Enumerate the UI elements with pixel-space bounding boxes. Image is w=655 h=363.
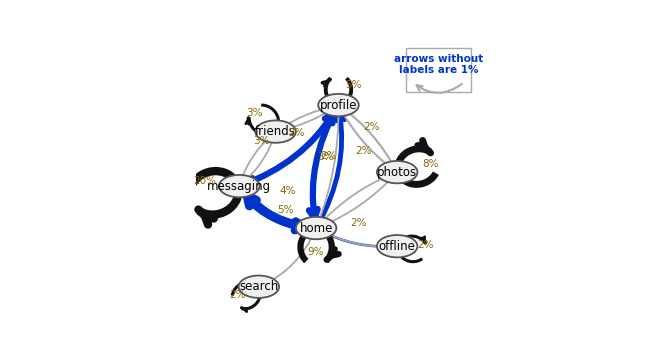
Text: 3%: 3% [246, 109, 263, 118]
Text: 2%: 2% [350, 218, 366, 228]
Text: 5%: 5% [277, 205, 293, 215]
Ellipse shape [238, 276, 279, 298]
Text: 8%: 8% [422, 159, 439, 169]
Text: 5%: 5% [346, 81, 362, 90]
Text: labels are 1%: labels are 1% [399, 65, 478, 74]
Text: photos: photos [377, 166, 417, 179]
Ellipse shape [296, 217, 337, 239]
Ellipse shape [219, 175, 259, 197]
Text: friends: friends [255, 125, 296, 138]
Text: messaging: messaging [207, 180, 271, 193]
Text: home: home [299, 221, 333, 234]
Ellipse shape [318, 94, 359, 116]
Text: 9%: 9% [308, 247, 324, 257]
Text: offline: offline [379, 240, 416, 253]
Text: 20%: 20% [193, 176, 215, 185]
Text: 2%: 2% [417, 240, 434, 250]
Text: 4%: 4% [279, 186, 296, 196]
Text: 3%: 3% [253, 135, 269, 146]
Ellipse shape [377, 161, 417, 183]
Ellipse shape [377, 235, 417, 257]
Text: 2%: 2% [288, 128, 305, 138]
Text: 2%: 2% [356, 146, 372, 155]
Text: 2%: 2% [230, 290, 246, 300]
Ellipse shape [255, 121, 296, 143]
Text: search: search [239, 280, 278, 293]
Text: 3%: 3% [318, 152, 334, 162]
Text: 2%: 2% [364, 122, 380, 132]
Text: profile: profile [320, 98, 357, 111]
Text: arrows without: arrows without [394, 54, 483, 64]
FancyBboxPatch shape [405, 48, 471, 93]
Text: 2%: 2% [320, 151, 337, 160]
